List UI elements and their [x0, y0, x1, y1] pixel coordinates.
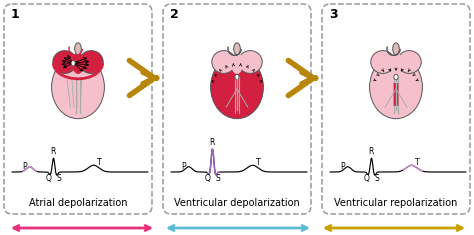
Text: Q: Q — [364, 174, 369, 183]
Text: R: R — [210, 138, 215, 147]
Text: P: P — [340, 162, 345, 171]
Text: P: P — [181, 162, 185, 171]
Ellipse shape — [71, 60, 75, 66]
Text: T: T — [256, 158, 260, 167]
Ellipse shape — [397, 51, 421, 73]
Text: 2: 2 — [170, 8, 179, 20]
Ellipse shape — [75, 43, 82, 55]
FancyBboxPatch shape — [393, 83, 399, 106]
Text: S: S — [215, 174, 220, 183]
FancyBboxPatch shape — [163, 4, 311, 214]
Text: Atrial depolarization: Atrial depolarization — [29, 198, 127, 208]
Ellipse shape — [392, 43, 399, 55]
Text: S: S — [56, 174, 61, 183]
FancyBboxPatch shape — [322, 4, 470, 214]
Ellipse shape — [371, 51, 395, 73]
Ellipse shape — [235, 74, 239, 80]
Text: 1: 1 — [11, 8, 20, 20]
Text: R: R — [369, 147, 374, 156]
Ellipse shape — [370, 56, 422, 119]
Text: R: R — [51, 147, 56, 156]
Ellipse shape — [210, 56, 264, 119]
Text: Ventricular depolarization: Ventricular depolarization — [174, 198, 300, 208]
Text: Q: Q — [46, 174, 51, 183]
Ellipse shape — [52, 56, 104, 119]
Ellipse shape — [394, 74, 398, 80]
Ellipse shape — [212, 51, 236, 73]
Text: P: P — [22, 162, 27, 171]
Text: T: T — [97, 158, 101, 167]
FancyBboxPatch shape — [4, 4, 152, 214]
Text: Q: Q — [204, 174, 210, 183]
Ellipse shape — [231, 52, 243, 74]
Ellipse shape — [234, 43, 240, 55]
Ellipse shape — [53, 51, 77, 73]
Ellipse shape — [390, 52, 402, 74]
Ellipse shape — [72, 52, 84, 74]
Ellipse shape — [238, 51, 262, 73]
Ellipse shape — [79, 51, 103, 73]
Text: 3: 3 — [329, 8, 337, 20]
Text: Ventricular repolarization: Ventricular repolarization — [334, 198, 458, 208]
Text: S: S — [374, 174, 379, 183]
Text: T: T — [415, 158, 419, 167]
